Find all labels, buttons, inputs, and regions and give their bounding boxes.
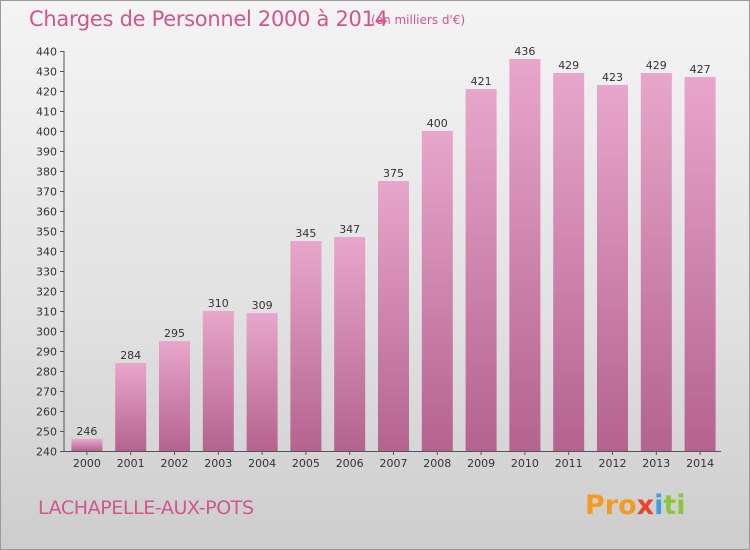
y-tick-label: 280 xyxy=(36,366,57,379)
x-tick-label-2008: 2008 xyxy=(423,457,451,470)
chart-title: Charges de Personnel 2000 à 2014 xyxy=(29,7,388,31)
bar-2005 xyxy=(290,241,322,451)
y-tick-label: 440 xyxy=(36,46,57,59)
x-tick-label-2001: 2001 xyxy=(117,457,145,470)
data-label-2005: 345 xyxy=(295,227,316,240)
bar-2000 xyxy=(71,439,103,451)
bar-2010 xyxy=(509,59,541,451)
y-tick-label: 330 xyxy=(36,266,57,279)
x-tick-label-2014: 2014 xyxy=(686,457,714,470)
x-tick-label-2006: 2006 xyxy=(336,457,364,470)
data-label-2008: 400 xyxy=(427,117,448,130)
y-tick-label: 380 xyxy=(36,166,57,179)
bar-2004 xyxy=(246,313,278,451)
x-tick-label-2013: 2013 xyxy=(642,457,670,470)
bars: 246 284 295 310 309 345 347 375 400 421 436 429 423 4… xyxy=(71,45,716,451)
proxiti-logo[interactable]: Proxiti xyxy=(585,490,686,521)
bar-2009 xyxy=(465,89,497,451)
data-label-2001: 284 xyxy=(120,349,141,362)
bar-2006 xyxy=(334,237,366,451)
bar-2007 xyxy=(378,181,409,451)
data-label-2000: 246 xyxy=(76,425,97,438)
x-tick-label-2003: 2003 xyxy=(204,457,232,470)
y-tick-label: 290 xyxy=(36,346,57,359)
x-axis: 2000 2001 2002 2003 2004 2005 2006 2007 2008 2009… xyxy=(73,451,714,470)
commune-name: LACHAPELLE-AUX-POTS xyxy=(38,497,254,519)
y-tick-label: 260 xyxy=(36,406,57,419)
y-tick-label: 400 xyxy=(36,126,57,139)
x-tick-label-2009: 2009 xyxy=(467,457,495,470)
chart-unit: (en milliers d'€) xyxy=(371,13,466,27)
y-tick-label: 320 xyxy=(36,286,57,299)
y-axis: 240 250 260 270 280 290 300 310 320 330 340 350 360 3… xyxy=(36,46,721,459)
bar-2013 xyxy=(640,73,672,451)
data-label-2009: 421 xyxy=(471,75,492,88)
y-tick-label: 350 xyxy=(36,226,57,239)
y-tick-label: 250 xyxy=(36,426,57,439)
y-tick-label: 390 xyxy=(36,146,57,159)
y-tick-label: 360 xyxy=(36,206,57,219)
y-tick-label: 420 xyxy=(36,86,57,99)
data-label-2014: 427 xyxy=(690,63,711,76)
data-label-2004: 309 xyxy=(252,299,273,312)
y-tick-label: 340 xyxy=(36,246,57,259)
y-tick-label: 310 xyxy=(36,306,57,319)
data-label-2006: 347 xyxy=(339,223,360,236)
logo-part-x: x xyxy=(636,490,655,521)
data-label-2013: 429 xyxy=(646,59,667,72)
x-tick-label-2011: 2011 xyxy=(555,457,583,470)
bar-2014 xyxy=(684,77,716,451)
bar-2001 xyxy=(115,363,147,451)
logo-part-i: i xyxy=(654,490,664,521)
bar-2002 xyxy=(159,341,190,451)
logo-part-pro: Pro xyxy=(585,490,637,521)
x-tick-label-2000: 2000 xyxy=(73,457,101,470)
x-tick-label-2004: 2004 xyxy=(248,457,276,470)
bar-2011 xyxy=(553,73,585,451)
y-tick-label: 410 xyxy=(36,106,57,119)
logo-part-ti: ti xyxy=(663,490,686,521)
y-tick-label: 240 xyxy=(36,446,57,459)
x-tick-label-2012: 2012 xyxy=(599,457,627,470)
data-label-2012: 423 xyxy=(602,71,623,84)
y-tick-label: 270 xyxy=(36,386,57,399)
x-tick-label-2010: 2010 xyxy=(511,457,539,470)
y-tick-label: 370 xyxy=(36,186,57,199)
y-tick-label: 300 xyxy=(36,326,57,339)
data-label-2002: 295 xyxy=(164,327,185,340)
x-tick-label-2002: 2002 xyxy=(161,457,189,470)
data-label-2010: 436 xyxy=(514,45,535,58)
data-label-2011: 429 xyxy=(558,59,579,72)
bar-2012 xyxy=(597,85,628,451)
bar-2008 xyxy=(421,131,453,451)
data-label-2007: 375 xyxy=(383,167,404,180)
x-tick-label-2007: 2007 xyxy=(380,457,408,470)
data-label-2003: 310 xyxy=(208,297,229,310)
bar-2003 xyxy=(202,311,234,451)
x-tick-label-2005: 2005 xyxy=(292,457,320,470)
y-tick-label: 430 xyxy=(36,66,57,79)
